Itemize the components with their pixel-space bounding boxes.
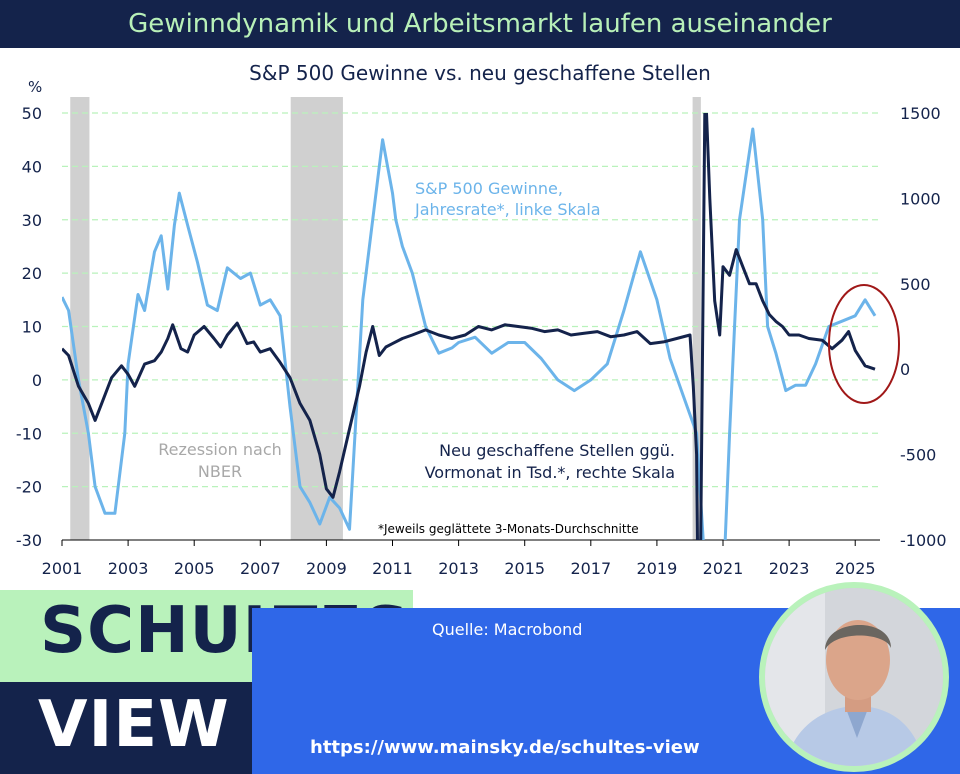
author-photo xyxy=(759,582,949,772)
earnings-label-1: S&P 500 Gewinne, xyxy=(415,179,563,198)
person-icon xyxy=(765,588,943,766)
jobs-label-1: Neu geschaffene Stellen ggü. xyxy=(439,441,675,460)
header-bar: Gewinndynamik und Arbeitsmarkt laufen au… xyxy=(0,0,960,48)
header-title: Gewinndynamik und Arbeitsmarkt laufen au… xyxy=(128,9,832,39)
website-link[interactable]: https://www.mainsky.de/schultes-view xyxy=(310,737,700,758)
footnote: *Jeweils geglättete 3-Monats-Durchschnit… xyxy=(378,522,639,536)
x-tick-label: 2023 xyxy=(769,559,810,578)
y-left-tick-label: 30 xyxy=(22,211,42,230)
x-tick-label: 2025 xyxy=(835,559,876,578)
y-left-tick-label: 40 xyxy=(22,157,42,176)
y-right-tick-label: -1000 xyxy=(900,531,947,550)
x-tick-label: 2017 xyxy=(570,559,611,578)
y-right-tick-label: 1000 xyxy=(900,189,941,208)
x-tick-label: 2015 xyxy=(504,559,545,578)
y-left-unit: % xyxy=(28,78,42,96)
x-tick-label: 2009 xyxy=(306,559,347,578)
highlight-circle xyxy=(828,284,900,404)
y-left-tick-label: 20 xyxy=(22,264,42,283)
earnings-label-2: Jahresrate*, linke Skala xyxy=(414,200,601,219)
y-left-tick-label: 10 xyxy=(22,318,42,337)
y-left-tick-label: 0 xyxy=(32,371,42,390)
series-line-earnings xyxy=(62,127,877,540)
chart: 50 40 30 20 10 0 -10 -20 -30 1500 1000 500 0 -500 -100… xyxy=(16,61,947,578)
x-tick-label: 2013 xyxy=(438,559,479,578)
brand-block-bottom xyxy=(0,682,252,774)
y-left-tick-label: -30 xyxy=(16,531,42,550)
x-tick-label: 2021 xyxy=(703,559,744,578)
recession-band xyxy=(290,97,343,540)
y-left-tick-label: -10 xyxy=(16,424,42,443)
y-left-tick-label: -20 xyxy=(16,478,42,497)
x-tick-label: 2005 xyxy=(174,559,215,578)
x-tick-label: 2019 xyxy=(637,559,678,578)
x-tick-label: 2007 xyxy=(240,559,281,578)
source-note: Quelle: Macrobond xyxy=(432,620,583,639)
recession-band xyxy=(692,97,701,540)
y-right-tick-label: 1500 xyxy=(900,104,941,123)
y-right-tick-label: -500 xyxy=(900,446,936,465)
jobs-label-2: Vormonat in Tsd.*, rechte Skala xyxy=(425,463,675,482)
y-right-tick-label: 0 xyxy=(900,360,910,379)
recession-label-1: Rezession nach xyxy=(158,440,282,459)
y-right-tick-label: 500 xyxy=(900,275,931,294)
brand-name-line2: VIEW xyxy=(38,688,230,762)
x-tick-label: 2011 xyxy=(372,559,413,578)
y-left-tick-label: 50 xyxy=(22,104,42,123)
recession-band xyxy=(70,97,90,540)
recession-label-2: NBER xyxy=(198,462,242,481)
series-line-jobs xyxy=(62,113,876,540)
x-tick-label: 2001 xyxy=(42,559,83,578)
chart-title: S&P 500 Gewinne vs. neu geschaffene Stel… xyxy=(249,61,711,85)
x-tick-label: 2003 xyxy=(108,559,149,578)
